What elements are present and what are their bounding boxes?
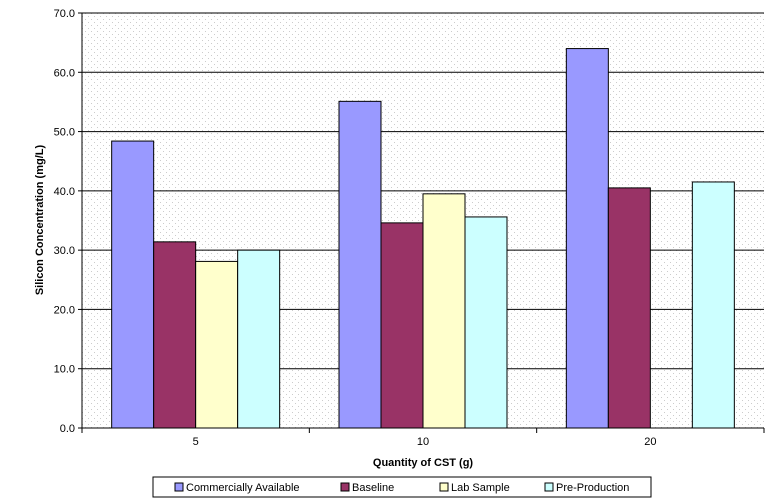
- bar-commercially-available-10: [338, 100, 382, 429]
- bar-baseline-5: [153, 241, 197, 429]
- legend-label: Pre-Production: [556, 482, 629, 494]
- y-tick-label: 30.0: [54, 245, 75, 257]
- y-tick-label: 60.0: [54, 67, 75, 79]
- bar-baseline-10: [380, 222, 424, 429]
- x-tick-label: 20: [644, 436, 656, 448]
- y-tick-labels: 0.0 10.0 20.0 30.0 40.0 50.0 60.0 70.0: [54, 8, 75, 435]
- x-tick-labels: 5 10 20: [193, 436, 657, 448]
- legend: Commercially Available Baseline Lab Sample…: [152, 476, 652, 498]
- y-tick-label: 0.0: [60, 423, 75, 435]
- y-tick-label: 70.0: [54, 8, 75, 20]
- bar-lab-sample-10: [422, 193, 466, 429]
- y-axis-title: Silicon Concentration (mg/L): [34, 145, 46, 296]
- bar-pre-production-5: [237, 249, 281, 429]
- legend-swatch: [340, 482, 350, 492]
- bar-pre-production-20: [691, 181, 735, 429]
- y-tick-label: 40.0: [54, 186, 75, 198]
- y-tick-label: 50.0: [54, 127, 75, 139]
- legend-label: Lab Sample: [451, 482, 510, 494]
- legend-swatch: [544, 482, 554, 492]
- x-tick-label: 10: [417, 436, 429, 448]
- bar-pre-production-10: [464, 216, 508, 429]
- bars: [111, 48, 735, 429]
- bar-commercially-available-5: [111, 140, 155, 429]
- legend-label: Commercially Available: [186, 482, 300, 494]
- y-tick-label: 10.0: [54, 364, 75, 376]
- legend-label: Baseline: [352, 482, 394, 494]
- x-tick-label: 5: [193, 436, 199, 448]
- legend-box: [152, 476, 652, 498]
- bar-commercially-available-20: [565, 48, 609, 429]
- legend-swatch: [174, 482, 184, 492]
- legend-swatch: [439, 482, 449, 492]
- x-axis-title: Quantity of CST (g): [373, 457, 474, 469]
- bar-baseline-20: [607, 187, 651, 429]
- bar-lab-sample-5: [195, 260, 239, 429]
- axes: [81, 13, 765, 433]
- y-tick-label: 20.0: [54, 304, 75, 316]
